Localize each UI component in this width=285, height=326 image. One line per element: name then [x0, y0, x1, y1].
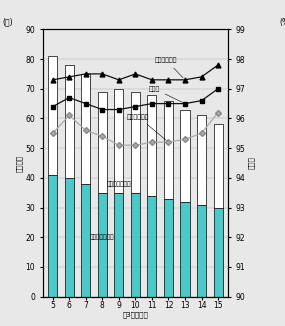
Text: 進学率: 進学率 — [148, 86, 182, 102]
Bar — [114, 193, 123, 297]
Y-axis label: 進学率: 進学率 — [248, 156, 255, 170]
Bar — [114, 89, 123, 193]
Bar — [180, 110, 190, 201]
Bar — [164, 199, 173, 297]
Bar — [164, 101, 173, 199]
Y-axis label: 卒業者数: 卒業者数 — [16, 155, 23, 171]
Bar — [65, 178, 74, 297]
Text: (%): (%) — [280, 18, 285, 27]
Bar — [81, 184, 90, 297]
Text: 進学率（女）: 進学率（女） — [155, 58, 183, 78]
Bar — [147, 95, 156, 196]
Bar — [48, 175, 57, 297]
Bar — [213, 208, 223, 297]
Bar — [213, 125, 223, 208]
Bar — [65, 65, 74, 178]
Bar — [180, 201, 190, 297]
Bar — [197, 205, 206, 297]
Bar — [48, 56, 57, 175]
Bar — [131, 92, 140, 193]
Text: 卒業者数（女）: 卒業者数（女） — [107, 181, 131, 186]
Bar — [98, 92, 107, 193]
Text: 進学率（男）: 進学率（男） — [127, 114, 166, 141]
Bar — [147, 196, 156, 297]
Bar — [98, 193, 107, 297]
X-axis label: 年3月卒業者: 年3月卒業者 — [123, 311, 148, 318]
Bar — [81, 74, 90, 184]
Text: 卒業者数（男）: 卒業者数（男） — [90, 234, 115, 240]
Bar — [197, 115, 206, 205]
Text: (人): (人) — [2, 18, 13, 27]
Bar — [131, 193, 140, 297]
